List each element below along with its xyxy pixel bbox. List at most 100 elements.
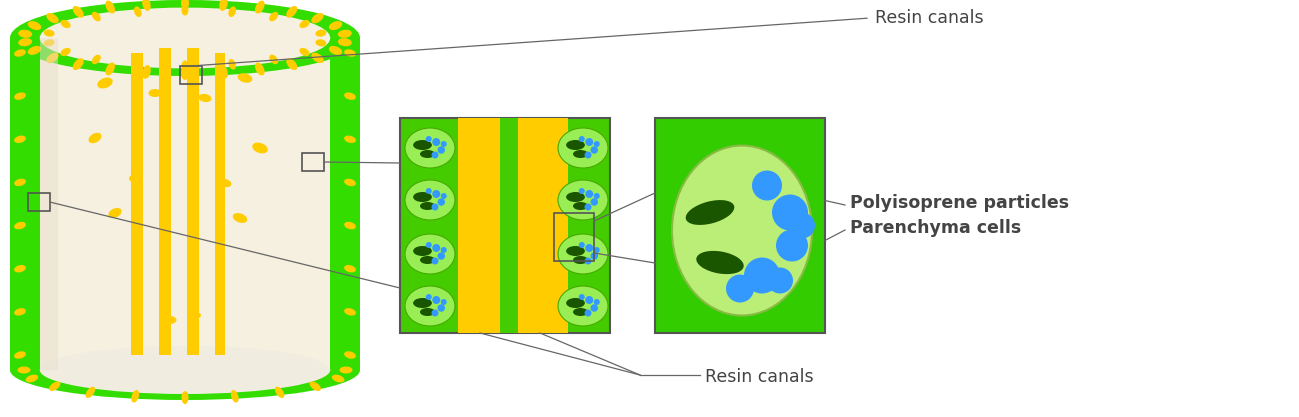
Ellipse shape [229, 6, 236, 17]
Bar [655, 118, 825, 333]
Ellipse shape [231, 390, 239, 402]
Ellipse shape [559, 234, 608, 274]
Circle shape [426, 188, 431, 194]
Ellipse shape [405, 128, 455, 168]
Ellipse shape [108, 208, 122, 218]
Ellipse shape [420, 308, 435, 316]
Bar [518, 118, 568, 333]
Ellipse shape [331, 374, 344, 382]
Bar [187, 48, 199, 355]
Bar [158, 48, 171, 355]
Ellipse shape [190, 311, 201, 319]
Ellipse shape [40, 8, 330, 68]
Circle shape [772, 194, 808, 231]
Ellipse shape [344, 93, 356, 100]
Ellipse shape [420, 202, 435, 210]
Ellipse shape [238, 73, 252, 83]
Circle shape [585, 258, 591, 264]
Ellipse shape [312, 53, 323, 63]
Ellipse shape [14, 49, 26, 57]
Ellipse shape [316, 30, 326, 37]
Circle shape [766, 267, 792, 294]
Circle shape [440, 193, 447, 199]
Ellipse shape [300, 20, 309, 28]
Circle shape [591, 146, 598, 154]
Ellipse shape [26, 374, 38, 382]
Ellipse shape [92, 12, 101, 21]
Ellipse shape [233, 213, 247, 223]
Ellipse shape [413, 246, 431, 256]
Ellipse shape [573, 308, 588, 316]
Circle shape [591, 304, 598, 312]
Bar [216, 53, 225, 355]
Ellipse shape [573, 202, 588, 210]
Ellipse shape [255, 0, 265, 13]
Circle shape [585, 203, 591, 211]
Bar [459, 118, 500, 333]
Ellipse shape [275, 387, 284, 398]
Ellipse shape [566, 140, 585, 150]
Ellipse shape [286, 6, 297, 18]
Ellipse shape [88, 133, 101, 143]
Circle shape [431, 309, 439, 317]
Ellipse shape [218, 179, 231, 187]
Circle shape [579, 294, 585, 300]
Ellipse shape [413, 192, 431, 202]
Ellipse shape [559, 286, 608, 326]
Bar [303, 153, 325, 171]
Ellipse shape [148, 89, 161, 97]
Ellipse shape [18, 30, 32, 38]
Ellipse shape [181, 66, 188, 80]
Circle shape [586, 138, 594, 146]
Ellipse shape [14, 179, 26, 186]
Ellipse shape [344, 222, 356, 229]
Circle shape [586, 244, 594, 252]
Ellipse shape [309, 382, 321, 391]
Ellipse shape [229, 59, 236, 70]
Ellipse shape [672, 146, 812, 316]
Ellipse shape [420, 150, 435, 158]
Ellipse shape [338, 38, 352, 46]
Ellipse shape [344, 179, 356, 186]
Ellipse shape [573, 150, 588, 158]
Circle shape [426, 294, 431, 300]
Ellipse shape [566, 246, 585, 256]
Circle shape [776, 229, 808, 261]
Ellipse shape [47, 53, 58, 63]
Ellipse shape [220, 65, 227, 79]
Circle shape [431, 151, 439, 158]
Bar [500, 118, 518, 333]
Ellipse shape [405, 234, 455, 274]
Circle shape [431, 258, 439, 264]
Ellipse shape [316, 39, 326, 46]
Circle shape [586, 190, 594, 198]
Bar [27, 193, 49, 211]
Ellipse shape [300, 48, 309, 56]
Circle shape [440, 299, 447, 305]
Circle shape [579, 136, 585, 142]
Ellipse shape [61, 20, 70, 28]
Circle shape [440, 247, 447, 253]
Circle shape [752, 171, 782, 201]
Ellipse shape [182, 60, 188, 71]
Ellipse shape [566, 192, 585, 202]
Ellipse shape [143, 0, 151, 11]
Ellipse shape [27, 46, 42, 55]
Ellipse shape [413, 140, 431, 150]
Text: Resin canals: Resin canals [876, 9, 983, 27]
Text: Parenchyma cells: Parenchyma cells [850, 219, 1021, 237]
Ellipse shape [344, 265, 356, 272]
Circle shape [579, 242, 585, 248]
Ellipse shape [573, 256, 588, 264]
Ellipse shape [329, 21, 342, 30]
Ellipse shape [44, 39, 55, 46]
Circle shape [788, 213, 814, 239]
Ellipse shape [344, 136, 356, 143]
Ellipse shape [420, 256, 435, 264]
Ellipse shape [14, 136, 26, 143]
Circle shape [744, 258, 779, 294]
Ellipse shape [14, 265, 26, 272]
Circle shape [585, 309, 591, 317]
Bar [40, 38, 57, 370]
Ellipse shape [134, 59, 142, 70]
